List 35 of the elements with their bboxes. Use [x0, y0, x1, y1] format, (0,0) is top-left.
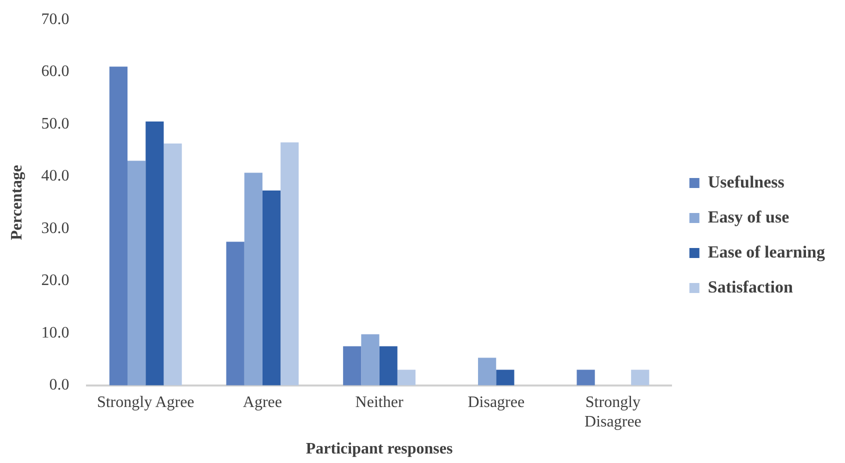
legend-label: Ease of learning [708, 242, 826, 262]
x-axis-title: Participant responses [306, 440, 453, 458]
bar [576, 370, 595, 386]
x-tick-label: Agree [242, 394, 282, 412]
y-tick-label: 50.0 [41, 115, 70, 132]
x-tick-label: Neither [355, 394, 404, 412]
bar [379, 346, 398, 386]
bar [397, 370, 416, 386]
y-tick-label: 60.0 [41, 63, 70, 80]
bar [262, 190, 281, 386]
bar [280, 142, 299, 386]
bar [478, 358, 496, 386]
x-tick-label: Strongly Disagree [584, 394, 642, 430]
y-tick-label: 40.0 [41, 168, 70, 185]
y-tick-label: 10.0 [41, 324, 70, 342]
bar [343, 346, 362, 386]
bar [226, 242, 244, 386]
x-tick-label: Strongly Agree [96, 394, 194, 412]
y-axis-title: Percentage [8, 164, 26, 240]
bar [496, 370, 514, 386]
bar [361, 334, 380, 386]
y-tick-label: 20.0 [41, 272, 70, 290]
y-tick-label: 30.0 [41, 220, 70, 237]
legend-label: Easy of use [708, 207, 790, 226]
bar [244, 172, 262, 386]
legend-label: Usefulness [708, 172, 785, 192]
bar [631, 370, 650, 386]
bar [109, 66, 128, 386]
bar [146, 122, 164, 386]
bar [164, 143, 182, 386]
y-tick-label: 0.0 [49, 376, 70, 394]
legend-label: Satisfaction [708, 277, 794, 296]
y-tick-label: 70.0 [41, 10, 70, 28]
x-tick-label: Disagree [468, 394, 525, 412]
bar [128, 160, 146, 386]
